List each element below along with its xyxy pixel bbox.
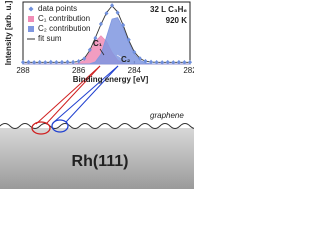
legend-marker <box>28 26 34 32</box>
data-point <box>121 22 126 28</box>
data-point <box>182 60 187 65</box>
red-circle <box>31 121 51 135</box>
data-point <box>171 60 176 65</box>
data-point <box>32 60 37 65</box>
data-point <box>110 3 115 8</box>
surface-label: Rh(111) <box>72 153 129 170</box>
data-point <box>71 59 76 65</box>
legend-label: C₁ contribution <box>38 14 90 23</box>
data-point <box>165 59 170 65</box>
annotation: C₂ <box>121 55 131 64</box>
rh-substrate <box>0 128 194 189</box>
x-axis-label: Binding energy [eV] <box>73 75 149 84</box>
y-axis-label: Intensity [arb. u.] <box>4 0 13 65</box>
data-point <box>176 59 181 65</box>
data-point <box>48 59 53 65</box>
data-point <box>132 49 137 55</box>
annotation: 32 L C₃H₆ <box>150 5 187 14</box>
data-point <box>98 21 103 27</box>
data-point <box>43 60 48 65</box>
data-point <box>26 59 31 65</box>
blue-arrow <box>65 65 119 123</box>
blue-circle <box>51 119 69 133</box>
data-point <box>188 59 192 65</box>
data-point <box>76 59 81 64</box>
data-point <box>143 58 148 64</box>
data-point <box>54 59 59 65</box>
legend-label: fit sum <box>38 34 62 43</box>
x-tick-label: 288 <box>16 66 30 75</box>
data-point <box>115 10 120 16</box>
annotation-pointer <box>116 54 123 59</box>
annotation: C₁ <box>93 39 103 48</box>
data-point <box>149 59 154 65</box>
data-point <box>87 47 92 53</box>
legend-marker <box>28 6 34 12</box>
data-point <box>154 59 159 65</box>
x-tick-label: 282 <box>183 66 194 75</box>
data-point <box>93 35 98 41</box>
data-point <box>104 10 109 16</box>
data-point <box>82 56 87 61</box>
x-tick-label: 284 <box>128 66 142 75</box>
figure: Rh(111) graphene 288 286 284 282 Binding ene… <box>0 0 194 189</box>
data-point <box>160 60 165 65</box>
legend-marker <box>28 16 34 22</box>
contribution-area <box>23 17 190 65</box>
data-point <box>126 37 131 43</box>
blue-arrow <box>53 65 119 123</box>
legend-label: data points <box>38 4 77 13</box>
red-arrow <box>35 65 101 125</box>
layer-label: graphene <box>150 111 184 120</box>
graphene-layer <box>0 123 194 129</box>
page: {"chart_data": { "type": "line", "x_labe… <box>0 0 194 189</box>
data-point <box>65 59 70 65</box>
x-tick-label: 286 <box>72 66 86 75</box>
red-arrow <box>45 65 101 125</box>
data-point <box>59 59 64 65</box>
annotation: 920 K <box>166 16 188 25</box>
data-point <box>137 56 142 61</box>
data-point <box>37 59 42 65</box>
data-point <box>21 60 25 65</box>
plot: 288 286 284 282 Binding energy [eV] Intensity… <box>4 0 194 84</box>
legend-label: C₂ contribution <box>38 24 90 33</box>
annotation-pointer <box>99 48 105 56</box>
